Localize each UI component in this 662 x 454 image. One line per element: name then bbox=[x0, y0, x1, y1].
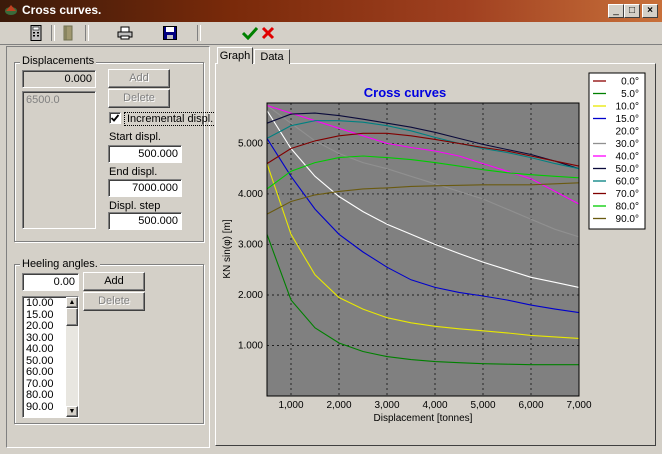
y-tick-label: 2.000 bbox=[238, 290, 263, 301]
app-icon bbox=[5, 5, 17, 15]
x-tick-label: 7,000 bbox=[566, 400, 591, 411]
scroll-thumb[interactable] bbox=[66, 308, 78, 326]
minimize-button[interactable]: _ bbox=[608, 4, 624, 18]
plot-background bbox=[267, 103, 579, 396]
scroll-down-icon[interactable]: ▼ bbox=[66, 406, 78, 417]
y-tick-label: 4.000 bbox=[238, 189, 263, 200]
legend-entry: 15.0° bbox=[616, 114, 639, 125]
save-icon[interactable] bbox=[158, 23, 182, 43]
incremental-checkbox[interactable] bbox=[109, 112, 121, 124]
series-line bbox=[266, 110, 580, 288]
legend-entry: 80.0° bbox=[616, 202, 639, 213]
series-line bbox=[266, 132, 580, 167]
x-tick-label: 5,000 bbox=[470, 400, 495, 411]
series-line bbox=[266, 155, 580, 190]
tab-panel bbox=[215, 63, 656, 446]
cancel-icon[interactable] bbox=[256, 23, 280, 43]
series-line bbox=[266, 182, 580, 215]
book-icon[interactable] bbox=[56, 23, 80, 43]
x-axis-label: Displacement [tonnes] bbox=[374, 413, 473, 424]
legend-entry: 40.0° bbox=[616, 152, 639, 163]
series-line bbox=[266, 163, 580, 339]
list-item[interactable]: 10.00 bbox=[26, 297, 54, 309]
series-line bbox=[266, 105, 580, 238]
list-item[interactable]: 30.00 bbox=[26, 331, 54, 344]
displ-step-input[interactable]: 500.000 bbox=[108, 212, 182, 230]
tab-graph[interactable]: Graph bbox=[217, 47, 253, 64]
list-item[interactable]: 60.00 bbox=[26, 366, 54, 378]
legend-entry: 50.0° bbox=[616, 164, 639, 175]
delete-displacement-button[interactable]: Delete bbox=[108, 89, 170, 108]
left-panel bbox=[6, 46, 210, 448]
list-item[interactable]: 50.00 bbox=[26, 354, 54, 367]
y-tick-label: 1.000 bbox=[238, 340, 263, 351]
list-item[interactable]: 70.00 bbox=[26, 377, 54, 390]
legend-entry: 10.0° bbox=[616, 102, 639, 113]
end-displ-label: End displ. bbox=[109, 166, 158, 178]
displacement-value-field[interactable]: 0.000 bbox=[22, 70, 96, 88]
calculator-icon[interactable] bbox=[24, 23, 48, 43]
check-icon[interactable] bbox=[238, 23, 262, 43]
tab-data[interactable]: Data bbox=[254, 49, 290, 64]
close-window-button[interactable]: × bbox=[642, 4, 658, 18]
y-axis-label: KN sin(φ) [m] bbox=[222, 219, 233, 278]
series-line bbox=[266, 234, 579, 366]
scroll-up-icon[interactable]: ▲ bbox=[66, 297, 78, 308]
x-tick-label: 4,000 bbox=[422, 400, 447, 411]
end-displ-input[interactable]: 7000.000 bbox=[108, 179, 182, 197]
series-line bbox=[266, 120, 580, 170]
x-tick-label: 2,000 bbox=[326, 400, 351, 411]
legend-entry: 60.0° bbox=[616, 177, 639, 188]
delete-heeling-button[interactable]: Delete bbox=[83, 292, 145, 311]
series-line bbox=[266, 112, 580, 170]
toolbar bbox=[0, 22, 662, 45]
printer-icon[interactable] bbox=[113, 23, 137, 43]
incremental-label[interactable]: Incremental displ. bbox=[124, 112, 217, 126]
heeling-angle-input[interactable]: 0.00 bbox=[22, 273, 79, 291]
list-item[interactable]: 80.00 bbox=[26, 389, 54, 401]
series-line bbox=[266, 138, 580, 314]
series-line bbox=[266, 104, 580, 205]
x-tick-label: 1,000 bbox=[278, 400, 303, 411]
displacement-list[interactable]: 6500.0 bbox=[22, 91, 96, 229]
heeling-angles-group bbox=[14, 264, 204, 424]
title-bar: Cross curves. _ □ × bbox=[0, 0, 662, 22]
window-title: Cross curves. bbox=[22, 3, 102, 17]
plot-frame bbox=[266, 102, 580, 397]
legend-entry: 30.0° bbox=[616, 139, 639, 150]
heeling-list-scrollbar[interactable]: ▲ ▼ bbox=[66, 297, 78, 417]
toolbar-separator bbox=[85, 25, 89, 41]
legend-box bbox=[588, 72, 646, 230]
list-item[interactable]: 6500.0 bbox=[26, 94, 60, 106]
chart-title: Cross curves bbox=[364, 85, 446, 100]
x-tick-label: 3,000 bbox=[374, 400, 399, 411]
y-tick-label: 5.000 bbox=[238, 138, 263, 149]
displacements-group bbox=[14, 62, 204, 242]
start-displ-input[interactable]: 500.000 bbox=[108, 145, 182, 163]
start-displ-label: Start displ. bbox=[109, 131, 161, 143]
y-tick-label: 3.000 bbox=[238, 239, 263, 250]
list-item[interactable]: 40.00 bbox=[26, 343, 54, 355]
legend-entry: 20.0° bbox=[616, 127, 639, 138]
checkmark-icon bbox=[110, 114, 120, 122]
toolbar-separator bbox=[197, 25, 201, 41]
maximize-button[interactable]: □ bbox=[624, 4, 640, 18]
legend-entry: 5.0° bbox=[621, 89, 639, 100]
cross-curves-chart: 1,000 2,000 3,000 4,000 5,000 6,000 7,000 1.000… bbox=[222, 72, 646, 424]
legend-entry: 90.0° bbox=[616, 214, 639, 225]
add-displacement-button[interactable]: Add bbox=[108, 69, 170, 88]
list-item[interactable]: 20.00 bbox=[26, 320, 54, 332]
displacements-label: Displacements bbox=[20, 55, 97, 67]
list-item[interactable]: 90.00 bbox=[26, 400, 54, 413]
toolbar-separator bbox=[51, 25, 55, 41]
x-tick-label: 6,000 bbox=[518, 400, 543, 411]
heeling-angles-label: Heeling angles. bbox=[20, 258, 100, 270]
legend-entry: 0.0° bbox=[621, 77, 639, 88]
list-item[interactable]: 15.00 bbox=[26, 308, 54, 321]
displ-step-label: Displ. step bbox=[109, 200, 161, 212]
legend-entry: 70.0° bbox=[616, 189, 639, 200]
add-heeling-button[interactable]: Add bbox=[83, 272, 145, 291]
